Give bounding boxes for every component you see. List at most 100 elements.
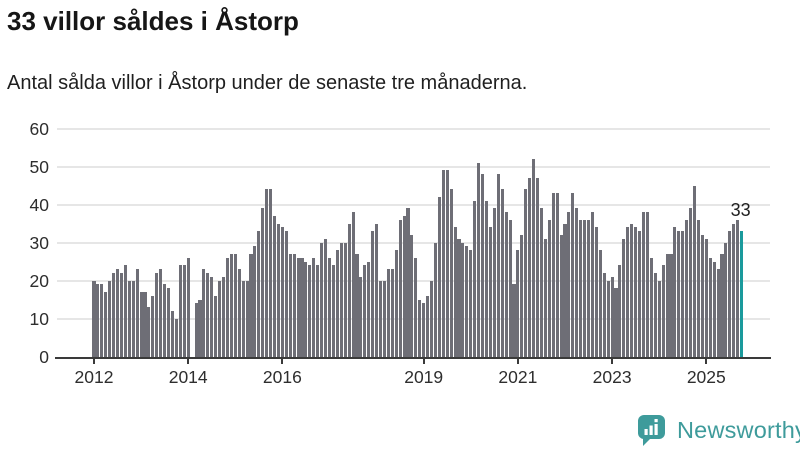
bar bbox=[108, 280, 112, 357]
bar bbox=[559, 234, 563, 357]
x-tick bbox=[422, 358, 425, 364]
bar bbox=[112, 272, 116, 357]
bar bbox=[186, 257, 190, 357]
x-tick bbox=[281, 358, 284, 364]
bar bbox=[512, 284, 516, 357]
bar bbox=[496, 174, 500, 357]
bar bbox=[728, 231, 732, 357]
y-axis-label: 30 bbox=[29, 233, 49, 253]
x-tick-label: 2025 bbox=[686, 367, 726, 387]
bar bbox=[119, 272, 124, 357]
bar bbox=[100, 284, 104, 357]
bar bbox=[276, 223, 281, 357]
bar bbox=[539, 208, 543, 357]
bar bbox=[645, 212, 649, 357]
bar bbox=[335, 250, 339, 357]
bar bbox=[453, 227, 457, 357]
bar bbox=[410, 234, 414, 357]
bar bbox=[320, 242, 324, 357]
bar bbox=[673, 227, 677, 357]
bar bbox=[571, 193, 575, 357]
x-tick-label: 2021 bbox=[498, 367, 538, 387]
x-tick-label: 2016 bbox=[262, 367, 302, 387]
bar bbox=[469, 250, 473, 357]
bar bbox=[587, 219, 591, 357]
bar bbox=[394, 250, 398, 357]
bar bbox=[477, 162, 481, 357]
bar bbox=[563, 223, 567, 357]
bar bbox=[441, 170, 445, 357]
bar bbox=[147, 307, 151, 357]
bar bbox=[583, 219, 587, 357]
bar bbox=[657, 280, 661, 357]
bar-chart-speech-bubble-icon bbox=[638, 414, 665, 446]
bar bbox=[449, 189, 453, 357]
bar bbox=[265, 189, 269, 357]
bar bbox=[123, 265, 127, 357]
gridline bbox=[57, 318, 770, 320]
bar bbox=[665, 253, 669, 357]
bar bbox=[351, 212, 355, 357]
bar bbox=[206, 272, 210, 357]
bar bbox=[532, 158, 536, 357]
bar bbox=[649, 257, 653, 357]
bar bbox=[590, 212, 595, 357]
bar bbox=[457, 238, 461, 357]
bar bbox=[308, 265, 312, 357]
y-axis-label: 20 bbox=[29, 271, 49, 291]
bar bbox=[524, 189, 528, 357]
bar bbox=[430, 280, 434, 357]
bar bbox=[343, 242, 347, 357]
bar bbox=[202, 269, 206, 357]
bar bbox=[692, 185, 697, 357]
bar bbox=[131, 280, 135, 357]
bar bbox=[386, 269, 390, 357]
gridline bbox=[57, 128, 770, 130]
bar bbox=[732, 223, 736, 357]
bar bbox=[704, 238, 708, 357]
bar bbox=[716, 269, 720, 357]
bar bbox=[520, 234, 524, 357]
bar bbox=[484, 200, 489, 357]
bar bbox=[606, 280, 610, 357]
bar bbox=[194, 303, 198, 357]
bar bbox=[622, 238, 626, 357]
x-tick bbox=[705, 358, 708, 364]
newsworthy-logo: Newsworthy bbox=[636, 412, 800, 448]
bar bbox=[461, 242, 465, 357]
chart-title: 33 villor såldes i Åstorp bbox=[7, 6, 299, 36]
bar bbox=[273, 215, 277, 357]
bar bbox=[327, 257, 332, 357]
bar bbox=[598, 250, 602, 357]
bar bbox=[253, 246, 257, 357]
bar bbox=[638, 231, 642, 357]
bar bbox=[630, 223, 634, 357]
bar bbox=[347, 223, 351, 357]
bar bbox=[324, 238, 328, 357]
bar bbox=[116, 269, 120, 357]
bar bbox=[304, 261, 308, 357]
bar bbox=[579, 219, 583, 357]
bar bbox=[492, 208, 496, 357]
bar bbox=[292, 253, 296, 357]
bar bbox=[151, 295, 155, 357]
bar bbox=[433, 242, 438, 357]
bar bbox=[174, 318, 178, 357]
bar bbox=[445, 170, 449, 357]
bar bbox=[210, 276, 214, 357]
bar bbox=[139, 291, 143, 357]
bar bbox=[378, 280, 383, 357]
bar bbox=[367, 261, 371, 357]
bar bbox=[92, 280, 96, 357]
bar bbox=[418, 299, 422, 357]
bar bbox=[135, 269, 139, 357]
plot-area: 0 10 20 30 40 50 60 2012 2014 2016 2019 2021 2023 20… bbox=[30, 119, 771, 387]
chart-subtitle: Antal sålda villor i Åstorp under de sen… bbox=[7, 72, 528, 94]
x-tick-label: 2023 bbox=[592, 367, 632, 387]
bar bbox=[681, 231, 685, 357]
bar bbox=[724, 242, 728, 357]
bar bbox=[375, 223, 379, 357]
bar bbox=[626, 227, 630, 357]
bar bbox=[127, 280, 131, 357]
bar bbox=[708, 257, 712, 357]
